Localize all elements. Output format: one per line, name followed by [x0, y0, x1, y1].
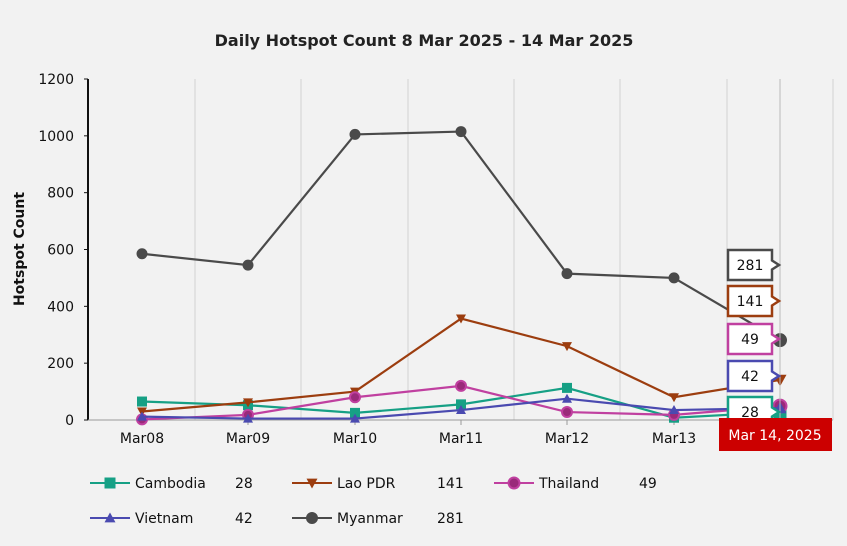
legend-item-cambodia[interactable]: Cambodia 28	[90, 476, 253, 492]
tooltip-myanmar: 281	[726, 248, 782, 282]
legend-label: Thailand	[538, 476, 599, 492]
data-point-lao-pdr	[562, 342, 572, 352]
data-point-lao-pdr	[456, 314, 466, 324]
data-point-myanmar	[242, 259, 254, 271]
data-point-thailand	[455, 379, 467, 392]
legend-item-lao-pdr[interactable]: Lao PDR 141	[292, 476, 464, 492]
data-point-cambodia	[562, 382, 572, 393]
legend-value: 28	[235, 476, 253, 492]
tooltip-thailand: 49	[726, 322, 782, 356]
legend-marker	[507, 476, 521, 490]
data-point-vietnam	[669, 405, 679, 415]
legend: Cambodia 28 Lao PDR 141 Thailand 49 Vietnam 42 M…	[90, 476, 657, 527]
tooltip-box	[726, 359, 782, 393]
legend-label: Myanmar	[337, 511, 403, 527]
y-tick-label: 400	[47, 299, 74, 315]
hover-date-box	[719, 418, 832, 451]
data-point-thailand	[561, 406, 573, 419]
legend-label: Cambodia	[135, 476, 206, 492]
legend-item-myanmar[interactable]: Myanmar 281	[292, 511, 464, 527]
legend-marker	[306, 512, 318, 524]
tooltip-box	[726, 284, 782, 318]
tooltip-lao-pdr: 141	[726, 284, 782, 318]
data-point-myanmar	[561, 268, 573, 280]
data-point-thailand	[349, 391, 361, 404]
data-point-vietnam	[350, 413, 360, 423]
y-tick-label: 1000	[38, 129, 74, 145]
tooltip-value: 281	[737, 258, 764, 274]
data-point-myanmar	[136, 248, 148, 260]
legend-value: 42	[235, 511, 253, 527]
tooltip-value: 42	[741, 369, 759, 385]
x-tick-label: Mar12	[545, 431, 589, 447]
data-point-myanmar	[668, 272, 680, 284]
data-point-cambodia	[350, 407, 360, 418]
y-tick-label: 600	[47, 243, 74, 259]
tooltip-vietnam: 42	[726, 359, 782, 393]
legend-label: Vietnam	[135, 511, 193, 527]
hover-date-label: Mar 14, 2025	[719, 418, 832, 451]
hover-date-text: Mar 14, 2025	[728, 428, 821, 444]
y-tick-label: 800	[47, 186, 74, 202]
legend-marker	[306, 478, 318, 489]
tooltip-value: 141	[737, 294, 764, 310]
legend-label: Lao PDR	[337, 476, 396, 492]
tooltip-value: 28	[741, 405, 759, 421]
tooltip-box	[726, 248, 782, 282]
x-tick-label: Mar13	[652, 431, 696, 447]
data-point-myanmar	[349, 128, 361, 140]
legend-marker	[104, 477, 116, 489]
data-point-vietnam	[456, 405, 466, 415]
data-point-cambodia	[137, 396, 147, 407]
chart-title: Daily Hotspot Count 8 Mar 2025 - 14 Mar …	[215, 31, 634, 50]
x-tick-label: Mar10	[333, 431, 377, 447]
y-tick-label: 0	[65, 413, 74, 429]
data-point-cambodia	[456, 399, 466, 410]
data-point-lao-pdr	[243, 398, 253, 408]
x-tick-label: Mar11	[439, 431, 483, 447]
data-point-myanmar	[455, 126, 467, 138]
tooltip-box	[726, 322, 782, 356]
legend-value: 281	[437, 511, 464, 527]
x-tick-label: Mar09	[226, 431, 270, 447]
data-point-vietnam	[243, 413, 253, 423]
data-point-vietnam	[562, 393, 572, 403]
tooltip-value: 49	[741, 332, 759, 348]
data-point-vietnam	[137, 411, 147, 421]
legend-value: 141	[437, 476, 464, 492]
legend-marker	[104, 512, 116, 523]
x-tick-label: Mar08	[120, 431, 164, 447]
legend-value: 49	[639, 476, 657, 492]
data-point-lao-pdr	[669, 393, 679, 403]
legend-item-thailand[interactable]: Thailand 49	[494, 476, 657, 492]
legend-item-vietnam[interactable]: Vietnam 42	[90, 511, 253, 527]
y-tick-label: 1200	[38, 72, 74, 88]
y-tick-label: 200	[47, 356, 74, 372]
y-axis-label: Hotspot Count	[12, 192, 28, 306]
